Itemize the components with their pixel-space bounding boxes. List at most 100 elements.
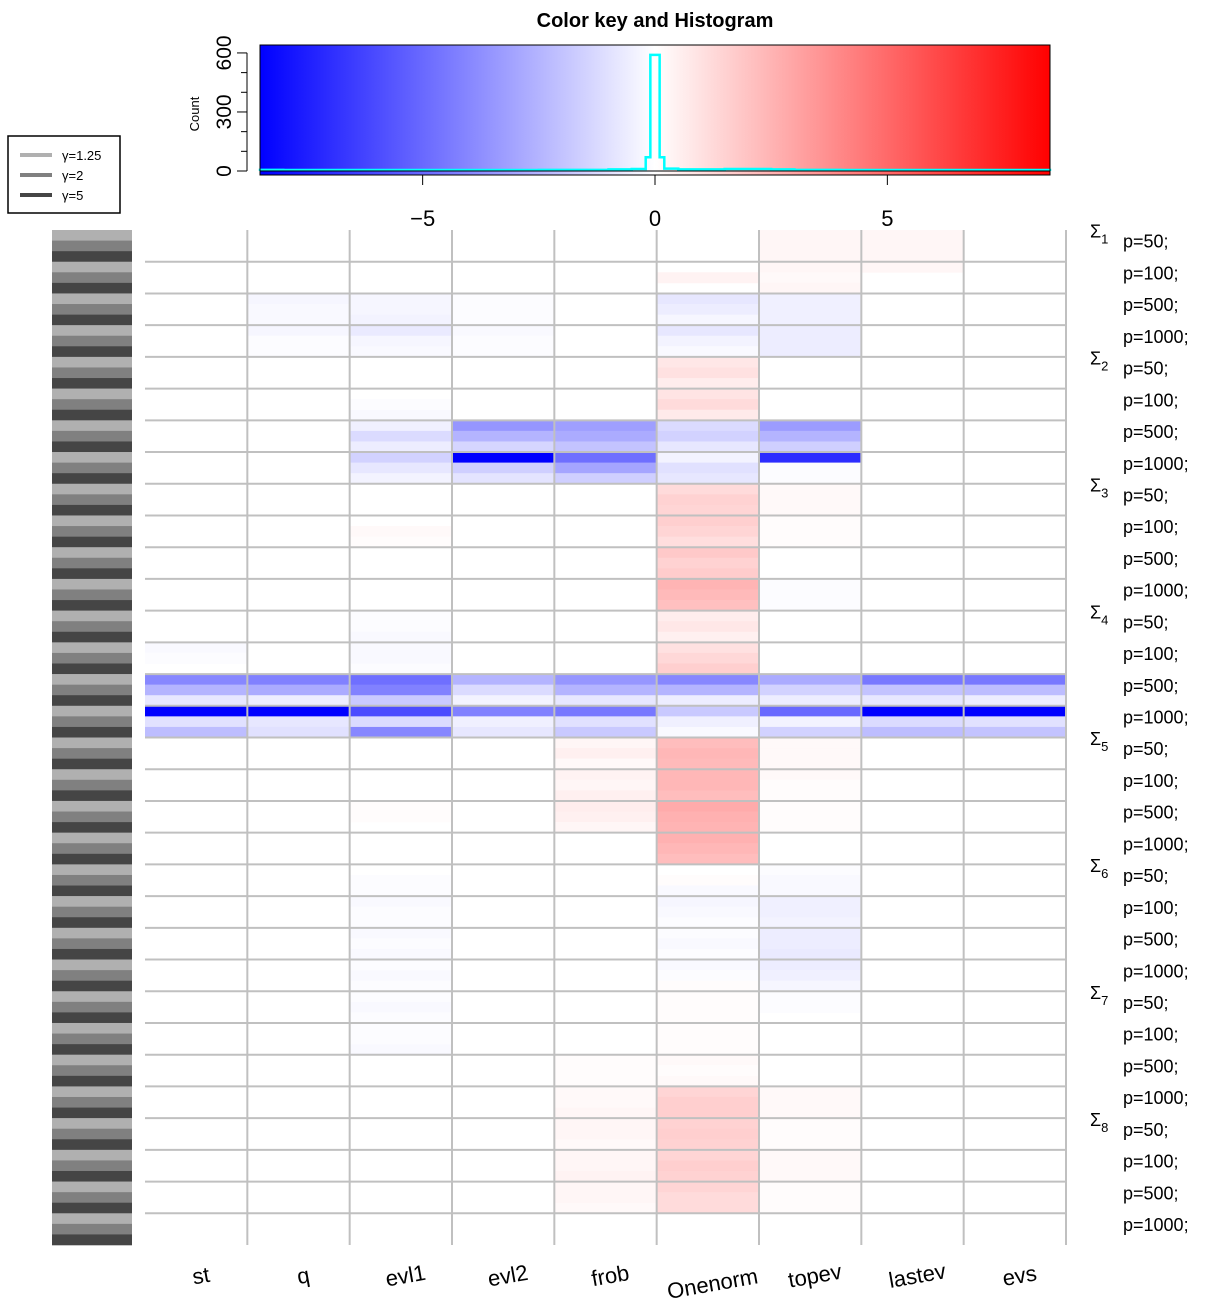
gamma-sidebar-strip [52, 1234, 132, 1246]
heatmap-cell [554, 748, 658, 760]
gamma-sidebar-strip [52, 483, 132, 495]
color-key-x-tick-label: 0 [649, 206, 661, 231]
heatmap-cell [247, 314, 351, 326]
heatmap-cell [349, 1044, 453, 1056]
heatmap-cell [759, 959, 862, 971]
heatmap-cell [145, 705, 248, 717]
heatmap-cell [861, 240, 965, 252]
heatmap-cell [759, 589, 862, 601]
heatmap-cell [656, 938, 760, 950]
heatmap-cell [963, 674, 1067, 686]
heatmap-cell [759, 251, 862, 263]
heatmap-cell [349, 610, 453, 622]
heatmap-cell [349, 970, 453, 982]
heatmap-cell [656, 811, 760, 823]
row-label: p=100; [1123, 771, 1179, 791]
heatmap-cell [349, 716, 453, 728]
heatmap-cell [656, 1044, 760, 1056]
gamma-sidebar-strip [52, 568, 132, 580]
heatmap-cell [759, 705, 862, 717]
heatmap-cell [349, 896, 453, 908]
heatmap-cell [656, 1139, 760, 1151]
heatmap-grid [145, 230, 1067, 1245]
heatmap-cell [452, 473, 555, 485]
gamma-sidebar-strip [52, 1128, 132, 1140]
heatmap-cell [145, 684, 248, 696]
heatmap-cell [656, 1086, 760, 1098]
row-label: p=1000; [1123, 327, 1189, 347]
heatmap-cell [656, 378, 760, 389]
heatmap-cell [349, 948, 453, 960]
row-label: p=50; [1123, 359, 1169, 379]
gamma-sidebar-strip [52, 1044, 132, 1055]
heatmap-cell [656, 737, 760, 749]
gamma-sidebar-strip [52, 674, 132, 685]
heatmap-cell [759, 970, 862, 982]
heatmap-cell [656, 1022, 760, 1034]
gamma-sidebar-strip [52, 769, 132, 781]
gamma-sidebar-strip [52, 272, 132, 284]
row-label: p=50; [1123, 993, 1169, 1013]
column-label: topev [786, 1259, 843, 1293]
heatmap-cell [656, 1181, 760, 1193]
legend-label: γ=2 [62, 168, 83, 183]
heatmap-cell [759, 272, 862, 284]
heatmap-cell [656, 959, 760, 971]
heatmap-cell [759, 980, 862, 992]
heatmap-cell [656, 716, 760, 728]
heatmap-cell [349, 621, 453, 633]
heatmap-cell [759, 314, 862, 326]
column-label: lastev [887, 1258, 948, 1293]
gamma-sidebar-strip [52, 600, 132, 611]
heatmap-cell [656, 388, 760, 400]
gamma-sidebar-strip [52, 631, 132, 643]
gamma-sidebar-strip [52, 843, 132, 855]
heatmap-cell [656, 304, 760, 315]
heatmap-cell [759, 917, 862, 929]
heatmap-cell [554, 1118, 658, 1130]
heatmap-cell [656, 314, 760, 326]
heatmap-cell [349, 874, 453, 886]
heatmap-cell [349, 906, 453, 918]
heatmap-cell [452, 462, 555, 474]
heatmap-cell [349, 885, 453, 897]
heatmap-cell [656, 991, 760, 1003]
heatmap-cell [656, 726, 760, 738]
row-label: p=1000; [1123, 454, 1189, 474]
heatmap-cell [759, 452, 862, 464]
heatmap-cell [452, 293, 555, 305]
heatmap-cell [656, 515, 760, 527]
heatmap-cell [759, 1202, 862, 1214]
heatmap-cell [759, 1149, 862, 1161]
row-label: p=100; [1123, 1025, 1179, 1045]
heatmap-cell [759, 526, 862, 538]
heatmap-cell [349, 473, 453, 485]
heatmap-cell [656, 1128, 760, 1140]
heatmap-cell [452, 304, 555, 315]
gamma-sidebar-strip [52, 1107, 132, 1119]
heatmap-cell [656, 430, 760, 442]
heatmap-cell [656, 906, 760, 918]
color-key-gradient [260, 45, 1050, 175]
gamma-sidebar-strip [52, 832, 132, 844]
heatmap-cell [349, 1033, 453, 1045]
heatmap-cell [759, 282, 862, 294]
heatmap-cell [554, 452, 658, 464]
histogram-line [258, 53, 1052, 172]
heatmap-cell [759, 748, 862, 760]
heatmap-cell [554, 473, 658, 485]
heatmap-cell [861, 674, 965, 686]
heatmap-cell [247, 304, 351, 315]
heatmap-cell [759, 991, 862, 1003]
heatmap-cell [759, 1192, 862, 1204]
heatmap-cell [759, 473, 862, 485]
gamma-sidebar-strip [52, 896, 132, 907]
gamma-sidebar-strip [52, 885, 132, 897]
heatmap-cell [656, 885, 760, 897]
heatmap-cell [349, 684, 453, 696]
heatmap-cell [861, 716, 965, 728]
gamma-sidebar-strip [52, 948, 132, 960]
heatmap-cell [759, 494, 862, 506]
gamma-sidebar-strip [52, 1192, 132, 1204]
